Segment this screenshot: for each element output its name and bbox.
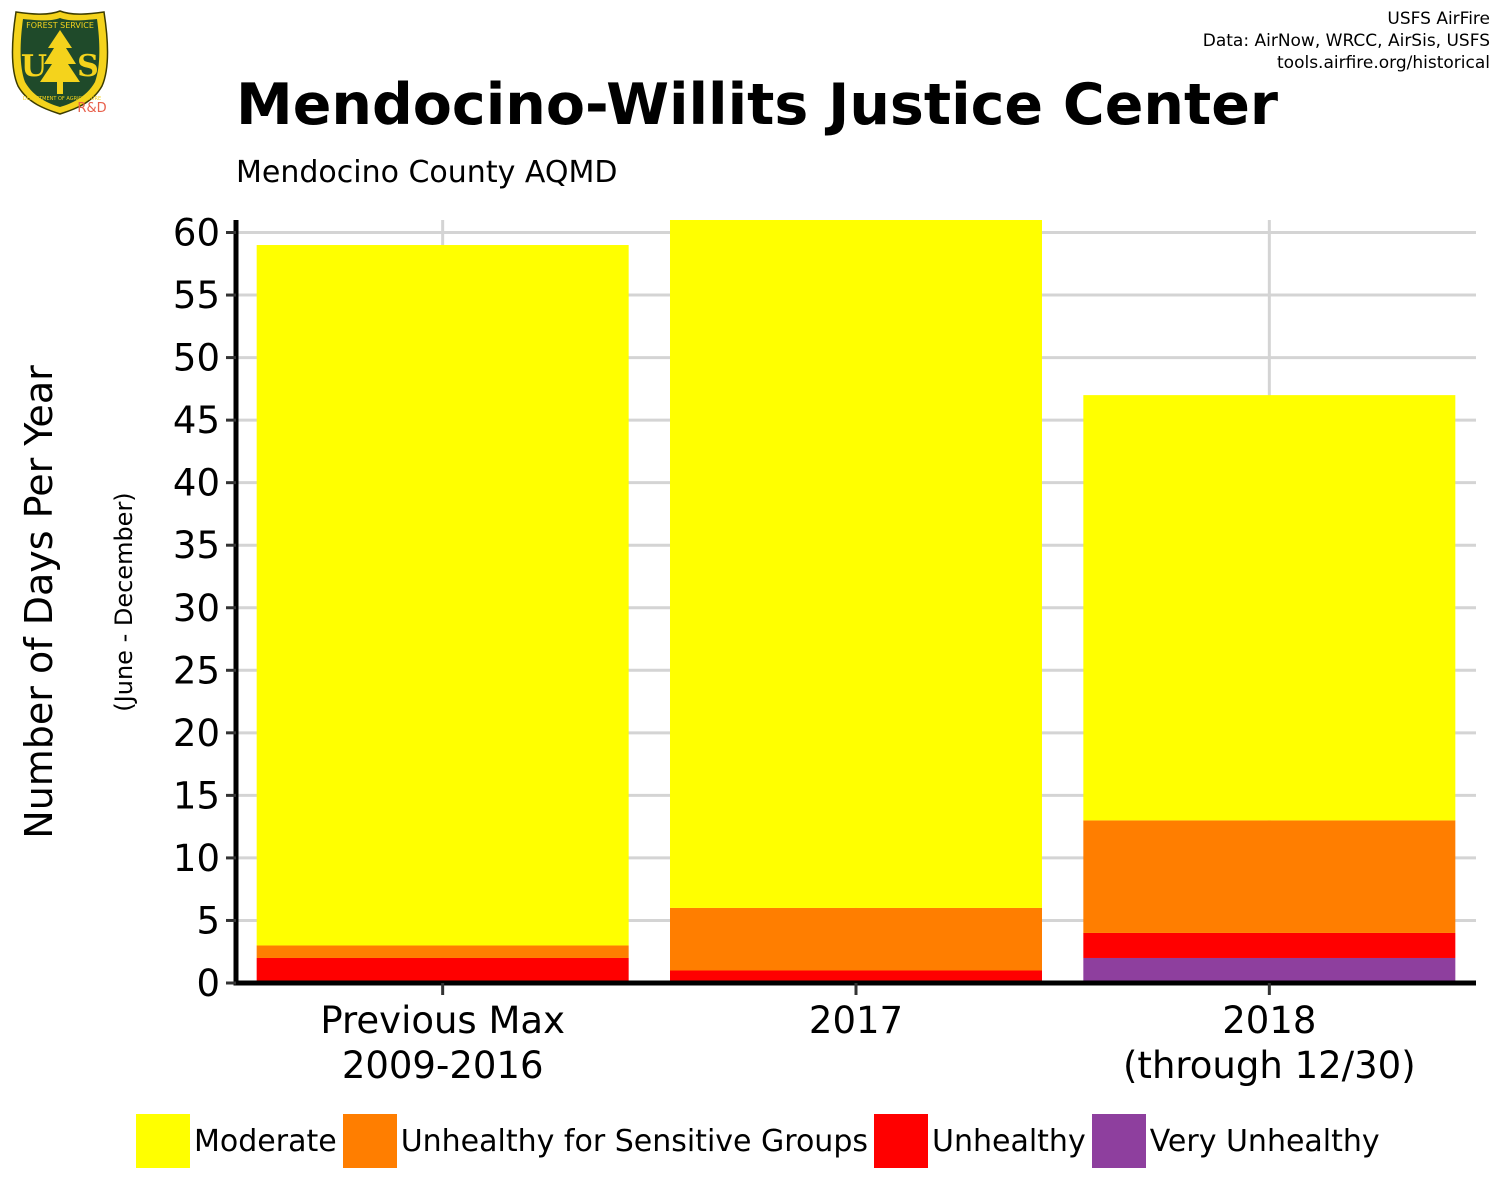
legend-item: Unhealthy for Sensitive Groups bbox=[342, 1114, 868, 1168]
x-tick-label: 2017 bbox=[809, 999, 903, 1042]
bar-segment-moderate bbox=[1083, 395, 1456, 821]
y-axis-label: Number of Days Per Year bbox=[17, 365, 61, 839]
legend-swatch bbox=[342, 1114, 397, 1168]
y-tick-label: 45 bbox=[173, 399, 220, 442]
credit-line-2: Data: AirNow, WRCC, AirSis, USFS bbox=[1202, 31, 1490, 51]
y-tick-label: 0 bbox=[196, 962, 220, 1005]
y-tick-label: 15 bbox=[173, 774, 220, 817]
legend-item: Very Unhealthy bbox=[1091, 1114, 1380, 1168]
legend-label: Moderate bbox=[194, 1123, 337, 1159]
y-tick-label: 60 bbox=[173, 212, 220, 255]
y-tick-label: 30 bbox=[173, 587, 220, 630]
chart-subtitle: Mendocino County AQMD bbox=[236, 155, 618, 190]
legend-swatch bbox=[874, 1114, 928, 1168]
x-tick-label: 2009-2016 bbox=[342, 1044, 544, 1087]
bar-segment-unhealthy-for-sensitive-groups bbox=[1083, 820, 1456, 933]
y-tick-labels: 0 5 10 15 20 25 30 35 40 45 50 55 60 bbox=[173, 212, 236, 1005]
credit-line-3: tools.airfire.org/historical bbox=[1277, 53, 1490, 73]
logo-top-text: FOREST SERVICE bbox=[26, 21, 94, 30]
y-tick-label: 40 bbox=[173, 462, 220, 505]
x-tick-label: (through 12/30) bbox=[1123, 1044, 1416, 1087]
usfs-shield-icon: U S FOREST SERVICE DEPARTMENT OF AGRICUL… bbox=[11, 10, 109, 116]
y-tick-label: 25 bbox=[173, 649, 220, 692]
legend-item: Moderate bbox=[136, 1114, 337, 1168]
x-tick-label: 2018 bbox=[1222, 999, 1316, 1042]
credits: USFS AirFire Data: AirNow, WRCC, AirSis,… bbox=[1203, 8, 1490, 74]
bar-segment-unhealthy-for-sensitive-groups bbox=[670, 907, 1042, 971]
legend-label: Unhealthy bbox=[932, 1123, 1086, 1159]
logo-letter-s: S bbox=[77, 49, 99, 84]
bar-segment-moderate bbox=[256, 245, 629, 946]
logo-badge: R&D bbox=[77, 101, 106, 116]
y-tick-label: 5 bbox=[196, 899, 220, 942]
bar-segment-very-unhealthy bbox=[1083, 957, 1456, 983]
y-tick-label: 10 bbox=[173, 837, 220, 880]
credit-line-1: USFS AirFire bbox=[1387, 9, 1490, 29]
x-tick-label: Previous Max bbox=[320, 999, 565, 1042]
y-axis-sublabel: (June - December) bbox=[110, 492, 138, 711]
bars bbox=[256, 220, 1456, 983]
bar-segment-moderate bbox=[670, 220, 1042, 908]
y-tick-label: 55 bbox=[173, 274, 220, 317]
logo-letter-u: U bbox=[21, 49, 47, 84]
bar-segment-unhealthy-for-sensitive-groups bbox=[256, 945, 629, 958]
legend: Moderate Unhealthy for Sensitive Groups Un… bbox=[136, 1113, 1386, 1169]
chart-title: Mendocino-Willits Justice Center bbox=[236, 72, 1279, 138]
y-tick-label: 20 bbox=[173, 712, 220, 755]
bar-segment-unhealthy bbox=[670, 970, 1042, 983]
bar-segment-unhealthy bbox=[1083, 932, 1456, 958]
legend-label: Unhealthy for Sensitive Groups bbox=[400, 1123, 868, 1159]
y-tick-label: 35 bbox=[173, 524, 220, 567]
legend-swatch bbox=[136, 1114, 190, 1168]
legend-swatch bbox=[1091, 1114, 1146, 1168]
y-tick-label: 50 bbox=[173, 337, 220, 380]
legend-label: Very Unhealthy bbox=[1149, 1123, 1380, 1159]
legend-item: Unhealthy bbox=[874, 1114, 1086, 1168]
bar-segment-unhealthy bbox=[256, 957, 629, 983]
logo-bottom-text: DEPARTMENT OF AGRICULTURE bbox=[23, 96, 101, 102]
